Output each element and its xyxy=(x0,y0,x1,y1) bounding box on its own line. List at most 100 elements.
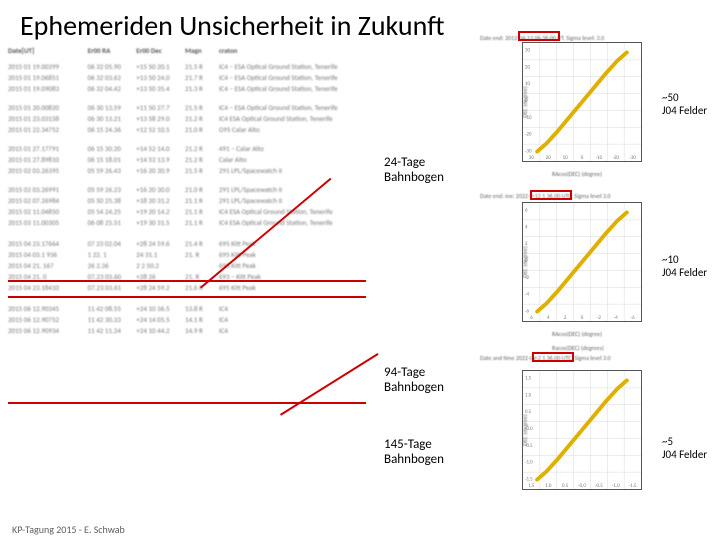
svg-text:-0.5: -0.5 xyxy=(595,483,603,489)
cell: 2015 03 11.00305 xyxy=(8,218,84,227)
svg-text:-6: -6 xyxy=(631,315,636,321)
cell: 07.23 03.61 xyxy=(88,283,133,292)
svg-text:1.5: 1.5 xyxy=(528,483,535,489)
table-body: 2015 01 19.0039906 32 05.90+15 50 20.121… xyxy=(8,61,368,336)
svg-text:-30: -30 xyxy=(525,149,532,155)
cell: 06 30 13.59 xyxy=(88,103,133,112)
cell xyxy=(185,261,215,270)
table-row: 2015 01 19.0908306 32 04.42+13 50 35.421… xyxy=(8,83,368,94)
chart2-cap-prefix: Date end: me: xyxy=(480,192,514,200)
cell: 21.2 R xyxy=(185,144,215,153)
chart-ylabel: DEC (degree) xyxy=(521,246,529,278)
cell: 2015 01 27.89810 xyxy=(8,155,84,164)
col-date: Date[UT] xyxy=(8,46,84,55)
anno-50-l1: ~50 xyxy=(662,92,707,105)
table-row: 2015 04 21. 167 26 2.36 2 2 50.2 695 Kit… xyxy=(8,260,368,271)
svg-text:-30: -30 xyxy=(629,155,636,161)
arc-label-24-l2: Bahnbogen xyxy=(384,171,444,186)
table-row: 2015 03 11.0030506 08 25.51+19 30 31.521… xyxy=(8,217,368,228)
table-row: 2015 04 23.1766407 23 02.04+28 24 59.621… xyxy=(8,238,368,249)
cell: +28 24 59.6 xyxy=(136,239,181,248)
cell: +13 50 35.4 xyxy=(136,84,181,93)
cell: 21.1 R xyxy=(185,207,215,216)
anno-50: ~50 J04 Felder xyxy=(662,92,707,117)
cell: 291 LPL/Spacewatch II xyxy=(219,166,368,175)
table-row: 2015 01 19.0685106 32 03.62+13 50 24.021… xyxy=(8,72,368,83)
cell: 21.2 R xyxy=(185,114,215,123)
svg-text:-20: -20 xyxy=(612,155,619,161)
cell: +24 14 05.5 xyxy=(136,315,181,324)
arc-label-94-l1: 94-Tage xyxy=(384,366,444,381)
table-row: 2015 04 03.1 936 1 22. 1 24 31.121. R695… xyxy=(8,249,368,260)
svg-text:10: 10 xyxy=(563,155,568,161)
cell: 1 22. 1 xyxy=(88,250,133,259)
cell: 2015 01 20.00820 xyxy=(8,103,84,112)
svg-text:-2: -2 xyxy=(597,315,602,321)
svg-text:-1.0: -1.0 xyxy=(612,483,620,489)
cell: 05 59 26.23 xyxy=(88,185,133,194)
svg-text:6: 6 xyxy=(525,207,528,213)
content-area: Date[UT] Er00 RA Er00 Dec Magn craton 20… xyxy=(0,44,720,518)
cell: IC4 – ESA Optical Ground Station, Teneri… xyxy=(219,73,368,82)
cell: 2015 02 03.26395 xyxy=(8,166,84,175)
cell: 21.0 R xyxy=(185,125,215,134)
cell: 695 Kitt Peak xyxy=(219,283,368,292)
cell: 695 Kitt Peak xyxy=(219,261,368,270)
arc-label-24-l1: 24-Tage xyxy=(384,156,444,171)
cell: 14.9 R xyxy=(185,326,215,335)
svg-text:-10: -10 xyxy=(596,155,603,161)
chart3-caption-line1: Racos(DEC) (degrees) xyxy=(552,344,604,352)
svg-text:0: 0 xyxy=(581,155,584,161)
cell: 2 2 50.2 xyxy=(136,261,181,270)
svg-text:30: 30 xyxy=(525,47,530,53)
arc-label-94: 94-Tage Bahnbogen xyxy=(384,366,444,396)
uncertainty-chart-3: 1.51.00.5-0.0-0.5-1.0-1.5-1.5-1.0-0.5-0.… xyxy=(522,370,642,490)
svg-text:1.0: 1.0 xyxy=(545,483,552,489)
svg-text:4: 4 xyxy=(547,315,550,321)
svg-text:20: 20 xyxy=(546,155,551,161)
cell: 2015 04 03.1 936 xyxy=(8,250,84,259)
cell: 2015 01 23.03158 xyxy=(8,114,84,123)
cell: +13 58 29.0 xyxy=(136,114,181,123)
table-row: 2015 01 27.8981006 15 18.01+14 53 13.921… xyxy=(8,154,368,165)
cell: 2015 02 11.04850 xyxy=(8,207,84,216)
cell: 2015 04 23.17664 xyxy=(8,239,84,248)
cell: +19 20 14.2 xyxy=(136,207,181,216)
cell: +14 53 13.9 xyxy=(136,155,181,164)
arc-label-145-l1: 145-Tage xyxy=(384,438,444,453)
cell: 26 2.36 xyxy=(88,261,133,270)
anno-10-l1: ~10 xyxy=(662,254,707,267)
table-row: 2015 04 23.1841007.23 03.61+28 24 59.221… xyxy=(8,282,368,293)
col-ra: Er00 RA xyxy=(88,46,133,55)
table-row: 2015 02 03.2639505 59 26.43+16 20 30.921… xyxy=(8,165,368,176)
anno-10: ~10 J04 Felder xyxy=(662,254,707,279)
cell: 05 50 25.38 xyxy=(88,196,133,205)
cell: 06 15 18.01 xyxy=(88,155,133,164)
cell: IC4 ESA Optical Ground Station, Tenerife xyxy=(219,114,368,123)
cell: +14 52 14.0 xyxy=(136,144,181,153)
col-mag: Magn xyxy=(185,46,215,55)
svg-text:-1.5: -1.5 xyxy=(629,483,637,489)
svg-text:-6: -6 xyxy=(525,309,530,315)
svg-text:0: 0 xyxy=(581,315,584,321)
chart-ylabel: DEC (degree) xyxy=(521,414,529,446)
cell: 2015 01 19.00399 xyxy=(8,62,84,71)
cell: 21.1 R xyxy=(185,196,215,205)
cell: IC4 xyxy=(219,304,368,313)
cell: 06 32 05.90 xyxy=(88,62,133,71)
cell: 2015 06 12.90752 xyxy=(8,315,84,324)
table-row: 2015 01 22.3475206 15 24.36+12 52 10.521… xyxy=(8,124,368,135)
cell: 2015 04 23.18410 xyxy=(8,283,84,292)
cell: 11 42 08.55 xyxy=(88,304,133,313)
anno-10-l2: J04 Felder xyxy=(662,267,707,280)
cell: 11 42 30.33 xyxy=(88,315,133,324)
svg-text:-1.0: -1.0 xyxy=(525,460,533,466)
arc-label-24: 24-Tage Bahnbogen xyxy=(384,156,444,186)
table-row: 2015 02 07.2698405 50 25.38+18 20 31.221… xyxy=(8,195,368,206)
chart1-redbox xyxy=(518,31,560,41)
anno-50-l2: J04 Felder xyxy=(662,105,707,118)
svg-text:-20: -20 xyxy=(525,132,532,138)
cell: 13.8 R xyxy=(185,304,215,313)
cell: G95 Calar Alto xyxy=(219,125,368,134)
cell: 05 59 26.43 xyxy=(88,166,133,175)
